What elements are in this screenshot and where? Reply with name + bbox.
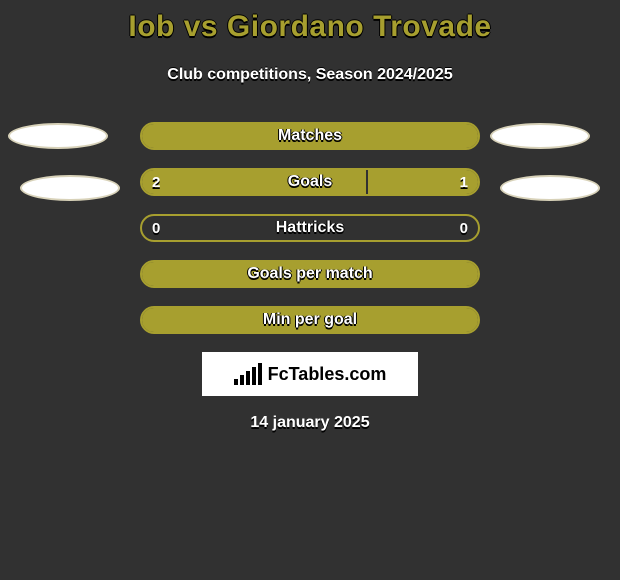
page-title: Iob vs Giordano Trovade bbox=[0, 0, 620, 44]
logo-bars-icon bbox=[234, 363, 262, 385]
logo-text: FcTables.com bbox=[268, 364, 387, 385]
stat-label: Hattricks bbox=[142, 216, 478, 240]
stat-fill-left bbox=[142, 308, 478, 332]
date-text: 14 january 2025 bbox=[0, 414, 620, 432]
stat-fill-left bbox=[142, 124, 478, 148]
stat-row: Min per goal bbox=[140, 306, 480, 334]
stat-value-left: 0 bbox=[142, 216, 170, 240]
stat-row: 0 0Hattricks bbox=[140, 214, 480, 242]
stat-row: Matches bbox=[140, 122, 480, 150]
subtitle: Club competitions, Season 2024/2025 bbox=[0, 66, 620, 84]
stat-value-right: 0 bbox=[450, 216, 478, 240]
stat-value-right: 1 bbox=[450, 170, 478, 194]
comparison-stage: Matches21Goals00HattricksGoals per match… bbox=[0, 122, 620, 334]
stat-row: Goals per match bbox=[140, 260, 480, 288]
stat-rows: Matches21Goals00HattricksGoals per match… bbox=[0, 122, 620, 334]
logo-box: FcTables.com bbox=[202, 352, 418, 396]
stat-fill-left bbox=[142, 170, 366, 194]
stat-fill-left bbox=[142, 262, 478, 286]
stat-row: 21Goals bbox=[140, 168, 480, 196]
stat-value-left: 2 bbox=[142, 170, 170, 194]
